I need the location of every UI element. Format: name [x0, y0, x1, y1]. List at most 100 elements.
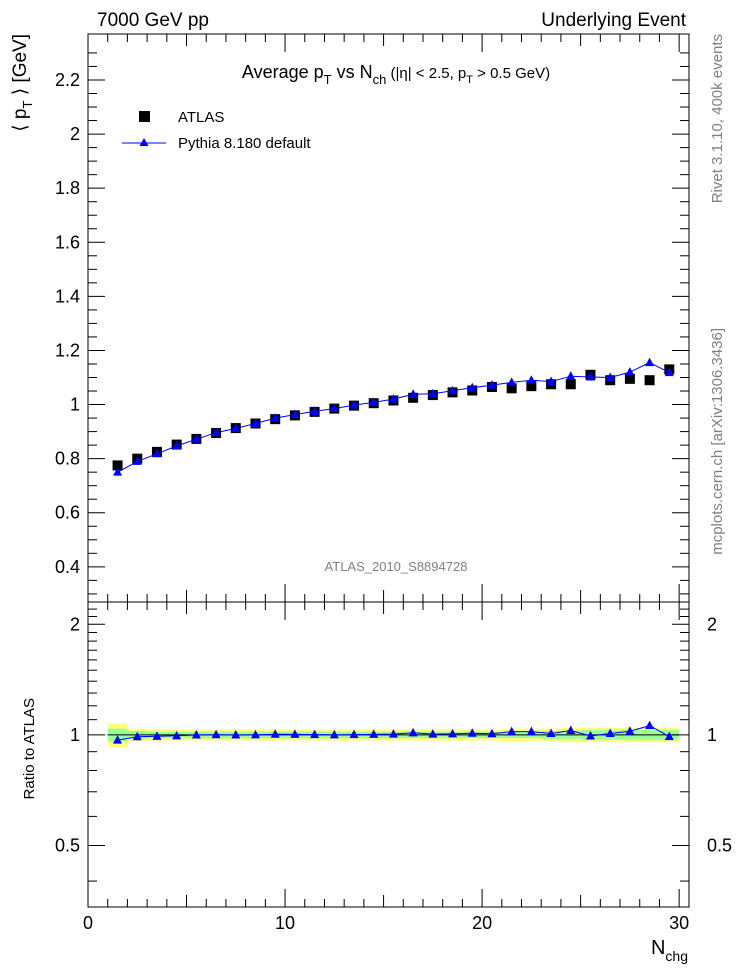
main-y-tick-labels: 0.4 0.6 0.8 1 1.2 1.4 1.6 1.8 2 2.2	[55, 70, 80, 577]
ratio-pythia-point	[585, 731, 595, 740]
legend-pythia-marker	[139, 138, 149, 146]
ratio-y-ticks	[88, 608, 689, 882]
ratio-y-tick-label-right-1: 1	[707, 725, 717, 745]
ratio-y-tick-label-1: 1	[70, 725, 80, 745]
main-y-ticks	[88, 52, 689, 595]
ratio-pythia-point	[132, 731, 142, 741]
ratio-pythia-point	[467, 728, 477, 737]
y-title-post: ⟩ [GeV]	[10, 34, 31, 101]
y-tick-label-0.8: 0.8	[55, 449, 80, 469]
pythia-point	[310, 406, 320, 415]
pythia-point	[546, 376, 556, 386]
x-tick-label-30: 30	[669, 913, 689, 933]
ratio-pythia-point	[664, 731, 674, 741]
ratio-pythia-point	[428, 729, 438, 738]
atlas-point	[506, 383, 517, 394]
ratio-pythia-point	[191, 730, 201, 739]
pythia-point	[172, 440, 182, 450]
pythia-point	[329, 403, 339, 413]
pythia-point	[408, 389, 418, 398]
pythia-point	[369, 397, 379, 406]
rivet-info: Rivet 3.1.10, 400k events	[709, 34, 726, 203]
x-tick-label-10: 10	[275, 913, 295, 933]
x-axis-title: Nchg	[651, 937, 688, 964]
pythia-point	[231, 423, 241, 432]
plot-title: Average pT vs Nch (|η| < 2.5, pT > 0.5 G…	[242, 62, 550, 87]
ratio-pythia-point	[270, 729, 280, 738]
pythia-point	[211, 427, 221, 437]
pythia-point	[448, 385, 458, 395]
pythia-point	[428, 388, 438, 398]
ratio-y-tick-label-right-2: 2	[707, 614, 717, 634]
pythia-point	[349, 400, 359, 409]
ratio-pythia-point	[113, 735, 123, 744]
main-x-ticks	[87, 34, 680, 602]
y-tick-label-1.6: 1.6	[55, 232, 80, 252]
atlas-point	[526, 381, 537, 392]
pythia-point	[388, 394, 398, 403]
ratio-x-ticks	[87, 602, 680, 907]
ratio-frame	[87, 601, 690, 908]
pythia-point	[290, 409, 300, 419]
ratio-pythia-point	[172, 730, 182, 740]
atlas-point	[644, 375, 655, 386]
pythia-point	[605, 372, 615, 382]
ratio-y-axis-title: Ratio to ATLAS	[21, 698, 38, 799]
ratio-pythia-point	[250, 729, 260, 739]
legend-pythia-label: Pythia 8.180 default	[178, 135, 311, 152]
y-tick-label-1: 1	[70, 395, 80, 415]
ratio-pythia-point	[645, 720, 655, 730]
legend-atlas-marker	[139, 111, 150, 122]
ratio-pythia-point	[526, 726, 536, 736]
pythia-point	[487, 380, 497, 389]
x-tick-labels: 0 10 20 30	[83, 913, 689, 933]
pythia-point	[270, 413, 280, 422]
ratio-y-tick-labels: 0.5 1 2 0.5 1 2	[55, 614, 732, 855]
pythia-point	[152, 448, 162, 458]
legend: ATLAS Pythia 8.180 default	[122, 109, 311, 152]
ratio-pythia-series	[113, 720, 674, 744]
ratio-y-tick-label-right-0.5: 0.5	[707, 835, 732, 855]
legend-atlas-label: ATLAS	[178, 109, 224, 126]
atlas-point	[112, 460, 123, 471]
pythia-point	[250, 418, 260, 427]
x-tick-label-0: 0	[83, 913, 93, 933]
ratio-pythia-point	[605, 728, 615, 737]
y-tick-label-1.4: 1.4	[55, 286, 80, 306]
y-tick-label-0.6: 0.6	[55, 503, 80, 523]
ratio-pythia-point	[625, 726, 635, 735]
ratio-pythia-point	[507, 726, 517, 736]
pythia-point	[566, 371, 576, 380]
ratio-y-tick-label-2: 2	[70, 614, 80, 634]
pythia-point	[467, 382, 477, 392]
pythia-point	[191, 434, 201, 443]
pythia-point	[645, 357, 655, 367]
y-tick-label-1.2: 1.2	[55, 340, 80, 360]
analysis-watermark: ATLAS_2010_S8894728	[325, 559, 468, 574]
x-tick-label-20: 20	[472, 913, 492, 933]
y-title-pre: ⟨ p	[10, 109, 31, 132]
ratio-pythia-point	[329, 729, 339, 739]
ratio-pythia-point	[290, 729, 300, 738]
ratio-pythia-point	[349, 729, 359, 739]
pythia-point	[132, 456, 142, 465]
y-tick-label-2: 2	[70, 124, 80, 144]
pythia-point	[113, 467, 123, 476]
y-tick-label-0.4: 0.4	[55, 557, 80, 577]
ratio-pythia-point	[310, 729, 320, 739]
atlas-point	[624, 373, 635, 384]
pythia-point	[664, 367, 674, 377]
pythia-point	[526, 375, 536, 384]
mcplots-info: mcplots.cern.ch [arXiv:1306.3436]	[709, 328, 726, 555]
atlas-point	[565, 379, 576, 390]
ratio-pythia-point	[408, 727, 418, 737]
y-title-sub: T	[20, 101, 35, 109]
pythia-point	[625, 367, 635, 376]
ratio-y-tick-label-0.5: 0.5	[55, 835, 80, 855]
ratio-pythia-point	[546, 728, 556, 737]
ratio-pythia-point	[448, 728, 458, 738]
ratio-pythia-point	[566, 725, 576, 734]
ratio-pythia-point	[211, 729, 221, 739]
ratio-panel: 0.5 1 2 0.5 1 2 0 10 20 30 Ratio to ATLA…	[21, 601, 732, 964]
